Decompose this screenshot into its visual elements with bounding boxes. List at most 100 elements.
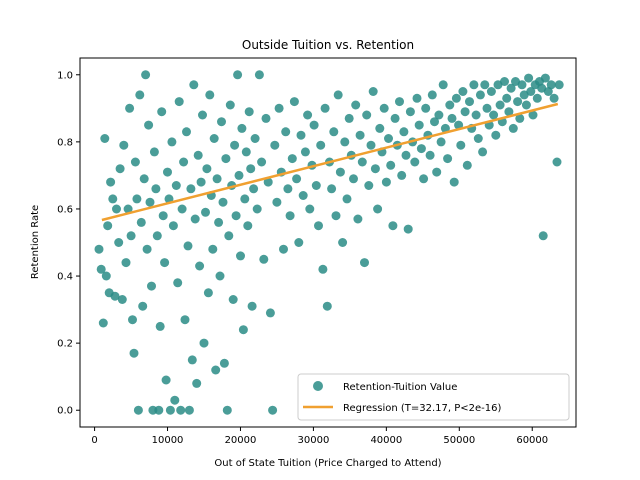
- scatter-point: [155, 321, 165, 331]
- scatter-point: [316, 140, 326, 150]
- scatter-point: [231, 211, 241, 221]
- scatter-point: [279, 244, 288, 254]
- scatter-point: [151, 184, 161, 194]
- scatter-point: [274, 103, 284, 113]
- scatter-point: [416, 144, 426, 154]
- scatter-point: [335, 167, 345, 177]
- scatter-point: [252, 204, 262, 214]
- scatter-point: [203, 288, 213, 298]
- scatter-point: [333, 90, 343, 100]
- scatter-point: [440, 123, 450, 133]
- scatter-point: [480, 80, 490, 90]
- scatter-point: [182, 127, 191, 137]
- scatter-point: [179, 157, 189, 167]
- scatter-point: [460, 107, 470, 117]
- scatter-point: [451, 93, 461, 103]
- scatter-point: [115, 164, 125, 174]
- scatter-point: [357, 157, 367, 167]
- scatter-point: [318, 264, 328, 274]
- scatter-point: [94, 244, 104, 254]
- scatter-point: [161, 375, 171, 385]
- x-tick-label: 40000: [370, 435, 402, 446]
- scatter-point: [381, 177, 391, 187]
- y-axis-label: Retention Rate: [30, 205, 41, 279]
- scatter-point: [355, 130, 365, 140]
- scatter-point: [292, 174, 302, 184]
- scatter-point: [549, 93, 559, 103]
- scatter-point: [205, 90, 215, 100]
- scatter-point: [486, 87, 496, 96]
- scatter-point: [215, 271, 225, 281]
- x-tick-label: 20000: [225, 435, 257, 446]
- scatter-point: [217, 117, 226, 127]
- scatter-point: [237, 123, 247, 133]
- scatter-point: [449, 177, 459, 187]
- scatter-point: [314, 221, 323, 231]
- scatter-point: [263, 177, 273, 187]
- plot-area: [79, 57, 577, 428]
- scatter-point: [254, 70, 264, 80]
- scatter-point: [119, 140, 129, 150]
- x-tick-label: 0: [91, 435, 97, 446]
- scatter-point: [212, 174, 222, 184]
- legend-box: [297, 373, 570, 421]
- scatter-point: [362, 110, 372, 120]
- scatter-point: [294, 238, 304, 247]
- scatter-point: [224, 231, 234, 241]
- scatter-point: [327, 184, 337, 194]
- scatter-point: [141, 70, 151, 80]
- scatter-point: [300, 147, 310, 157]
- scatter-point: [410, 157, 420, 167]
- scatter-point: [360, 258, 369, 268]
- scatter-point: [244, 107, 254, 117]
- scatter-point: [364, 181, 374, 190]
- scatter-point: [528, 110, 538, 120]
- scatter-point: [285, 211, 295, 221]
- scatter-point: [142, 244, 152, 254]
- y-tick-label: 0.8: [57, 137, 73, 148]
- scatter-point: [403, 224, 413, 234]
- x-tick-label: 30000: [298, 435, 330, 446]
- scatter-point: [370, 164, 380, 174]
- scatter-points: [94, 70, 564, 415]
- scatter-point: [554, 80, 564, 90]
- scatter-point: [238, 325, 248, 335]
- scatter-point: [283, 184, 293, 194]
- scatter-point: [138, 301, 148, 311]
- scatter-point: [196, 177, 206, 187]
- regression-line: [101, 102, 559, 222]
- scatter-point: [462, 160, 472, 170]
- scatter-point: [199, 338, 209, 348]
- scatter-point: [517, 80, 527, 90]
- scatter-point: [399, 127, 409, 137]
- scatter-point: [502, 93, 512, 103]
- scatter-point: [160, 258, 170, 268]
- scatter-point: [167, 137, 177, 147]
- scatter-point: [436, 137, 446, 147]
- scatter-point: [187, 355, 197, 365]
- scatter-point: [349, 174, 358, 184]
- scatter-point: [368, 87, 378, 96]
- scatter-point: [177, 204, 187, 214]
- scatter-point: [320, 103, 330, 113]
- y-tick-label: 0.6: [57, 204, 73, 215]
- scatter-point: [158, 211, 168, 221]
- scatter-point: [101, 271, 111, 281]
- scatter-point: [218, 197, 228, 207]
- scatter-point: [114, 238, 124, 247]
- scatter-point: [209, 134, 219, 143]
- scatter-point: [538, 231, 548, 241]
- scatter-point: [482, 103, 492, 113]
- x-axis: 0 10000 20000 30000 40000 50000 60000: [91, 427, 548, 446]
- scatter-point: [515, 113, 525, 123]
- scatter-point: [190, 214, 200, 224]
- scatter-point: [98, 318, 108, 328]
- scatter-point: [478, 147, 488, 157]
- scatter-point: [353, 214, 363, 224]
- scatter-point: [473, 134, 483, 143]
- scatter-point: [250, 134, 260, 143]
- scatter-point: [397, 170, 407, 180]
- scatter-point: [390, 113, 400, 123]
- scatter-point: [180, 315, 190, 325]
- scatter-point: [108, 194, 118, 204]
